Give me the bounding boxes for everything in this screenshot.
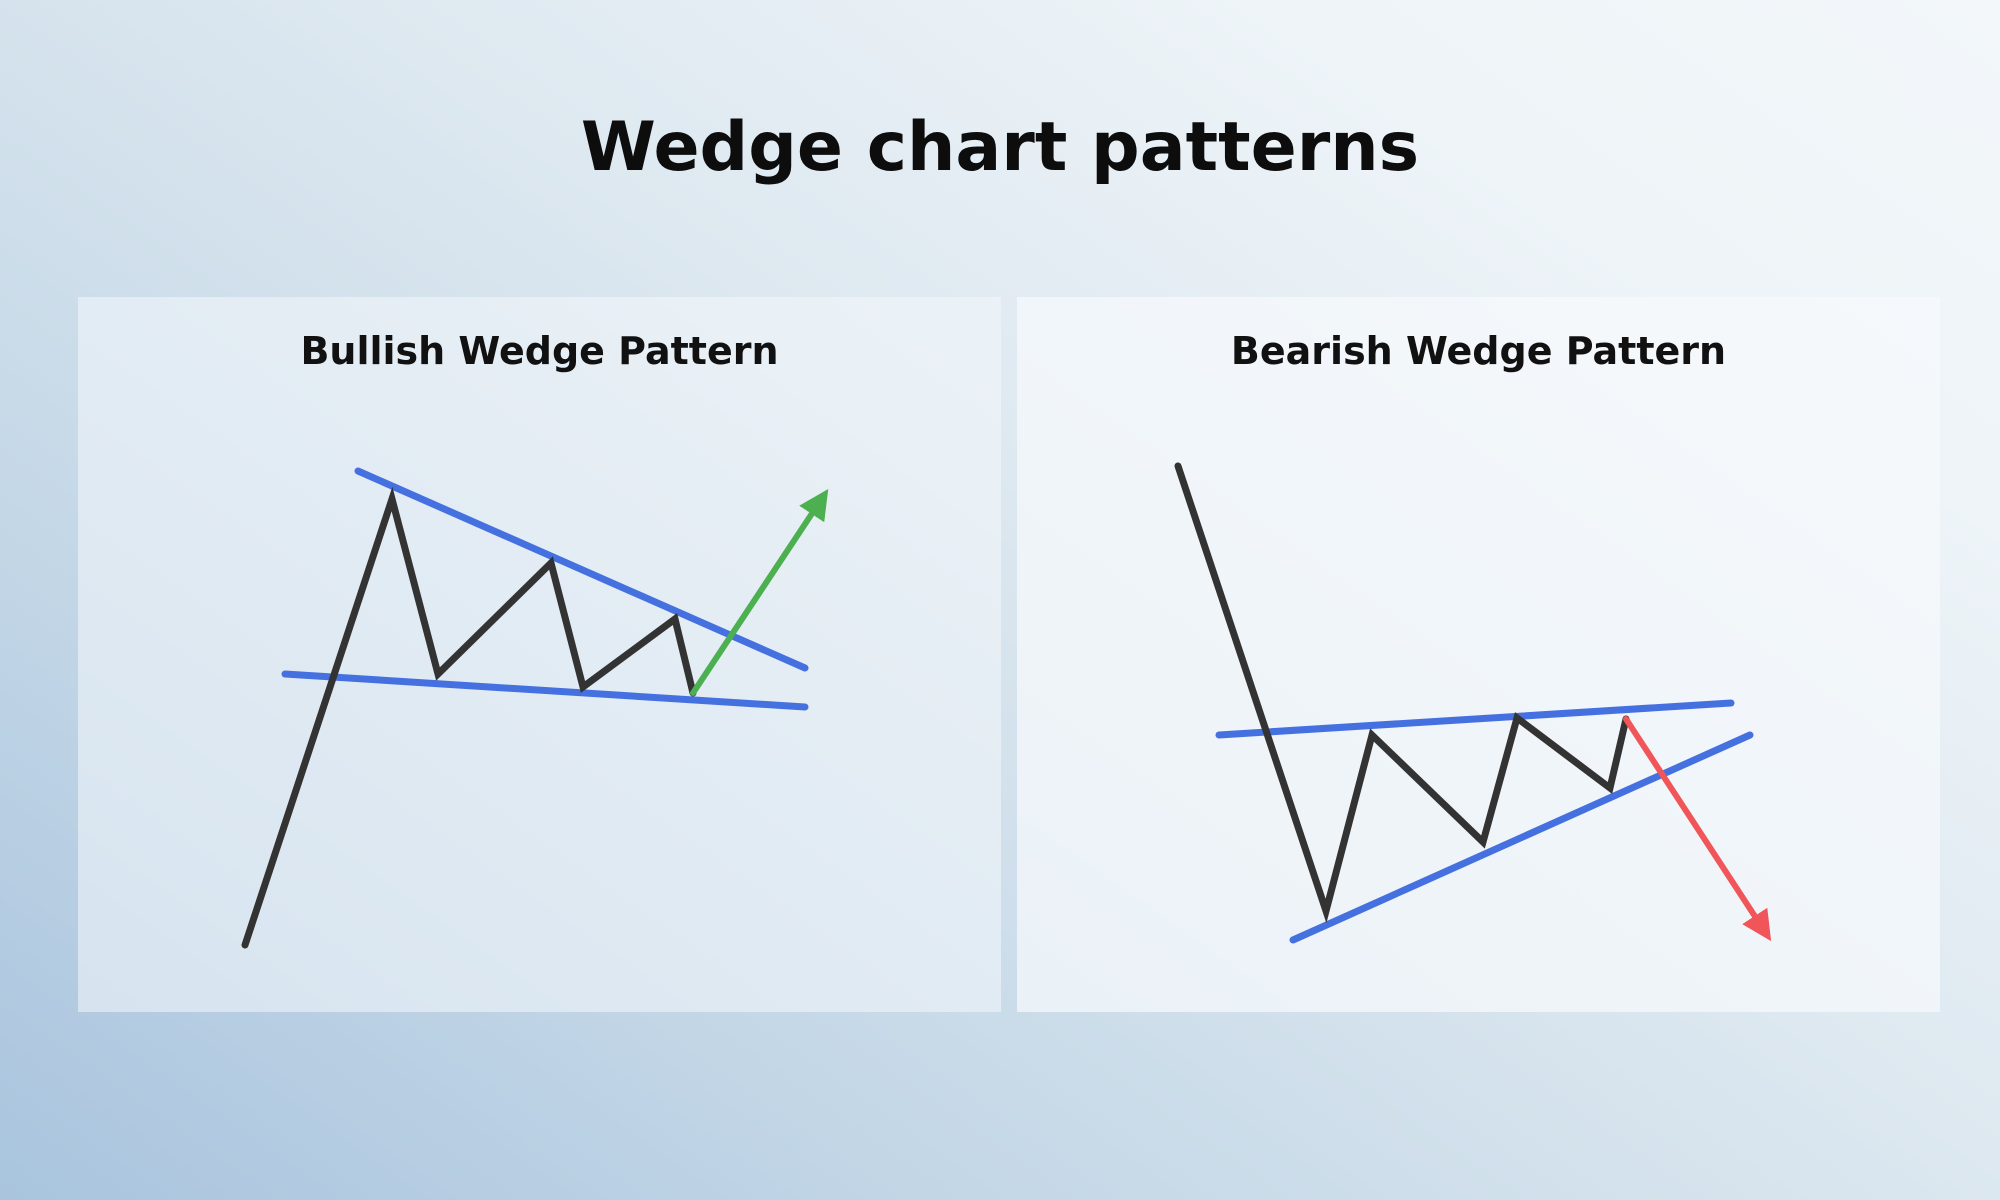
bearish-price-line	[1174, 462, 1630, 924]
bearish-wedge-diagram	[1174, 462, 1772, 944]
bearish-upper-trendline	[1215, 699, 1735, 739]
bullish-wedge-diagram	[241, 467, 829, 949]
bearish-wedge-panel: Bearish Wedge Pattern	[1017, 297, 1940, 1012]
bullish-lower-trendline	[281, 670, 809, 711]
bearish-panel-title: Bearish Wedge Pattern	[1230, 329, 1727, 373]
bullish-panel-title: Bullish Wedge Pattern	[300, 329, 779, 373]
page-title: Wedge chart patterns	[580, 108, 1420, 187]
bullish-breakout-arrow	[690, 488, 829, 696]
bullish-price-line	[241, 486, 697, 949]
bullish-wedge-panel: Bullish Wedge Pattern	[78, 297, 1001, 1012]
bearish-breakout-arrow	[1623, 716, 1772, 942]
bearish-lower-trendline	[1289, 731, 1754, 944]
